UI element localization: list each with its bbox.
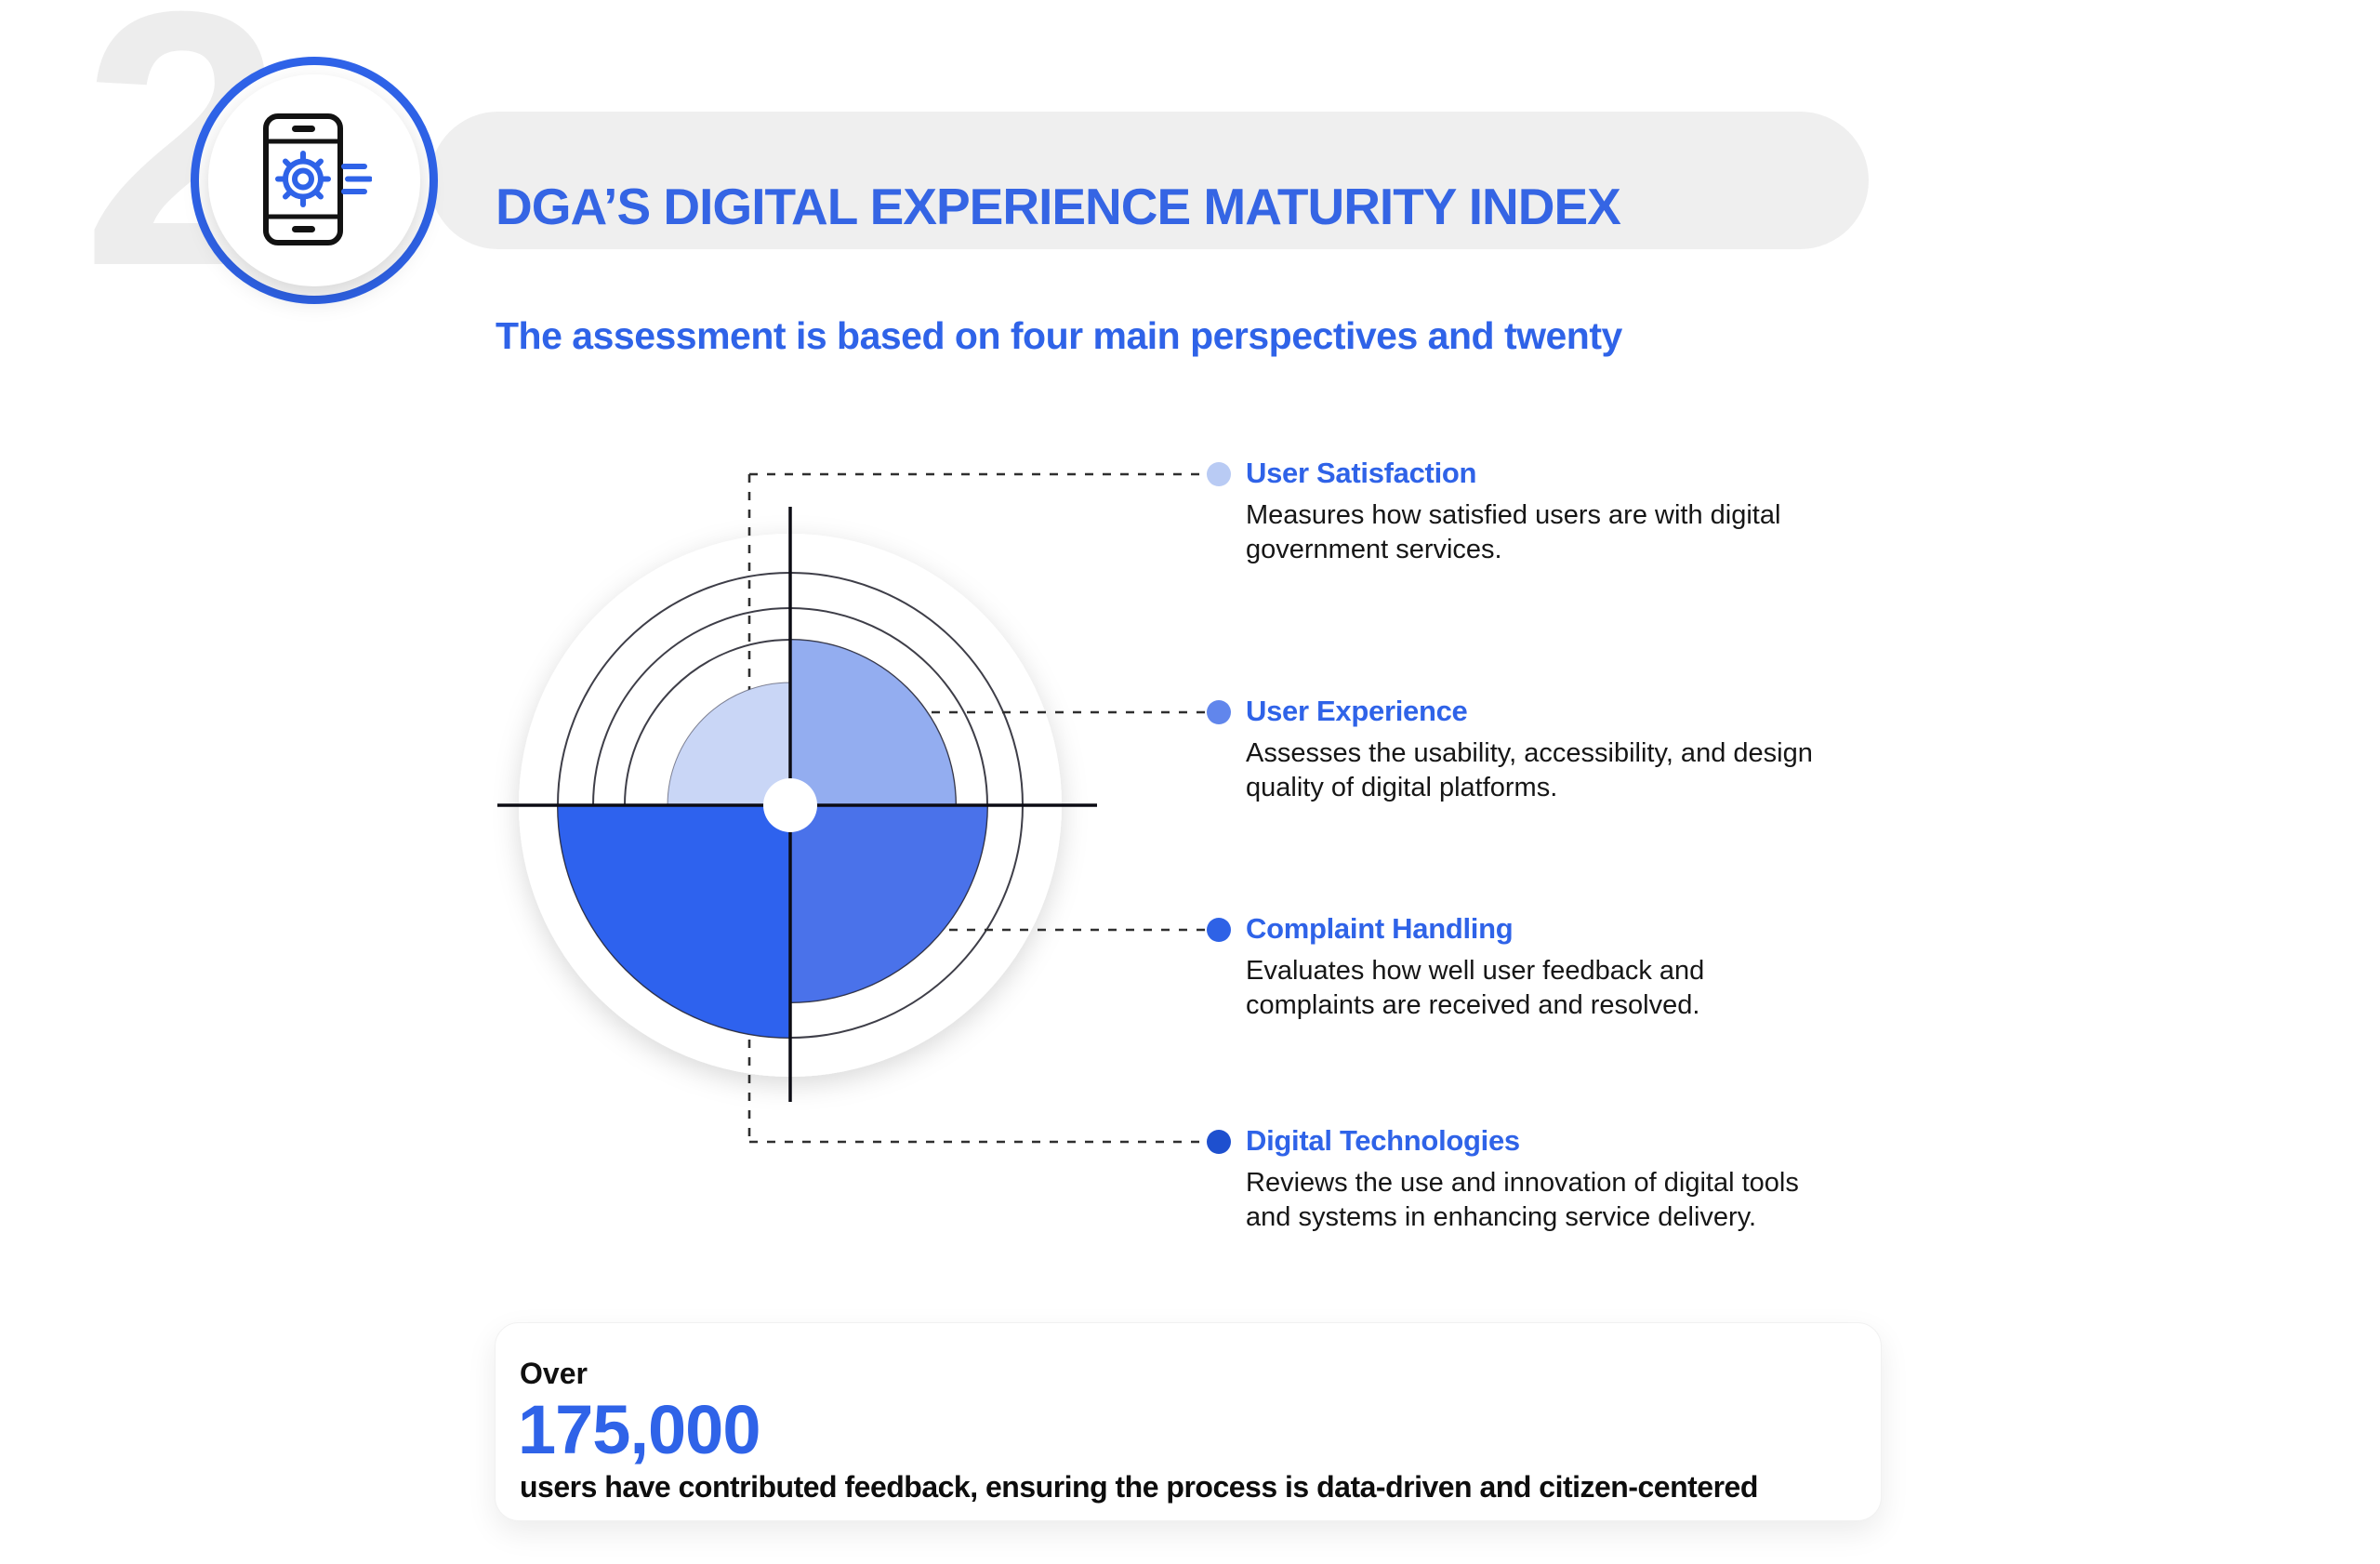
description-line: and systems in enhancing service deliver…	[1246, 1202, 1757, 1232]
description-line: quality of digital platforms.	[1246, 773, 1558, 802]
perspective-title: Digital Technologies	[1246, 1124, 1520, 1157]
speed-lines-icon	[341, 164, 372, 194]
header-badge	[191, 57, 438, 304]
perspective-description: Evaluates how well user feedback and com…	[1246, 954, 1915, 1023]
perspective-title: Complaint Handling	[1246, 912, 1514, 945]
perspective-description: Reviews the use and innovation of digita…	[1246, 1166, 1915, 1235]
description-line: Reviews the use and innovation of digita…	[1246, 1168, 1799, 1198]
legend-dot	[1207, 462, 1231, 486]
header-banner	[430, 112, 1869, 249]
gear-icon	[275, 151, 331, 207]
description-line: Assesses the usability, accessibility, a…	[1246, 738, 1813, 768]
stats-value: 175,000	[518, 1391, 760, 1468]
perspective-title: User Satisfaction	[1246, 457, 1477, 489]
description-line: complaints are received and resolved.	[1246, 990, 1700, 1020]
page-title: DGA’S DIGITAL EXPERIENCE MATURITY INDEX	[496, 178, 1621, 235]
legend-dot	[1207, 918, 1231, 942]
stats-description: users have contributed feedback, ensurin…	[520, 1470, 1758, 1504]
perspective-item-complaint-handling: Complaint Handling Evaluates how well us…	[1207, 911, 1915, 1023]
perspective-item-user-experience: User Experience Assesses the usability, …	[1207, 694, 1915, 805]
perspective-item-user-satisfaction: User Satisfaction Measures how satisfied…	[1207, 456, 1915, 567]
legend-dot	[1207, 700, 1231, 724]
description-line: government services.	[1246, 535, 1502, 564]
section-subtitle: The assessment is based on four main per…	[496, 314, 1622, 357]
legend-dot	[1207, 1130, 1231, 1154]
perspective-item-digital-technologies: Digital Technologies Reviews the use and…	[1207, 1123, 1915, 1235]
description-line: Measures how satisfied users are with di…	[1246, 500, 1781, 530]
phone-gear-icon	[263, 113, 372, 245]
perspective-description: Assesses the usability, accessibility, a…	[1246, 736, 1915, 805]
stats-card: Over 175,000 users have contributed feed…	[495, 1322, 1882, 1521]
perspective-description: Measures how satisfied users are with di…	[1246, 498, 1915, 567]
header-badge-inner	[208, 74, 420, 286]
stats-prefix: Over	[520, 1357, 588, 1390]
description-line: Evaluates how well user feedback and	[1246, 956, 1705, 986]
perspective-title: User Experience	[1246, 695, 1468, 727]
maturity-quadrant-chart	[497, 472, 1207, 1144]
